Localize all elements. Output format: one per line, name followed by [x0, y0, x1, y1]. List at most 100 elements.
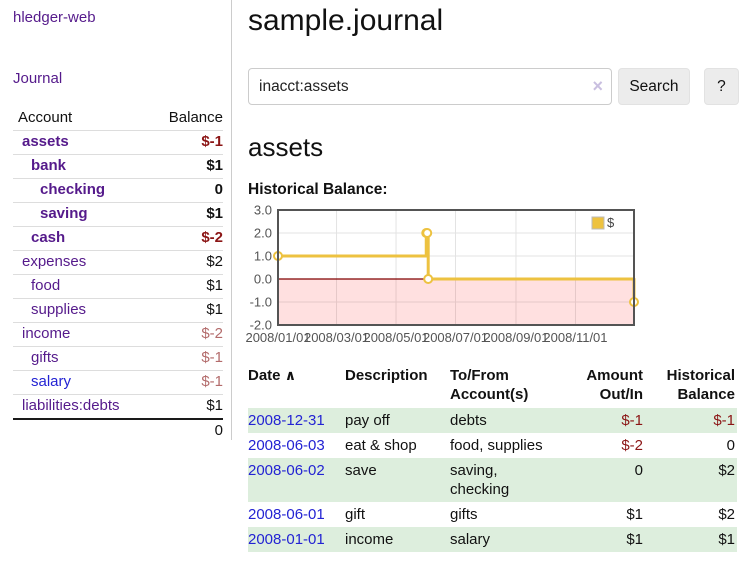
transaction-amount: 0	[560, 458, 645, 502]
transaction-description: pay off	[345, 408, 450, 433]
account-balance: $1	[148, 299, 223, 323]
help-button[interactable]: ?	[704, 68, 739, 105]
account-row: salary $-1	[13, 371, 223, 395]
account-link-cash[interactable]: cash	[31, 229, 65, 246]
svg-text:0.0: 0.0	[254, 272, 272, 287]
accounts-balance-table: Account Balance assets $-1 bank $1 checkin…	[13, 106, 223, 443]
register-row: 2008-06-01 gift gifts $1 $2	[248, 502, 737, 527]
account-link-food[interactable]: food	[31, 277, 60, 294]
account-balance: $-2	[148, 323, 223, 347]
transaction-amount: $1	[560, 502, 645, 527]
account-balance: $1	[148, 203, 223, 227]
account-row: food $1	[13, 275, 223, 299]
account-balance: $-2	[148, 227, 223, 251]
accounts-table-header: Account Balance	[13, 106, 223, 131]
amount-column-header: Amount Out/In	[560, 364, 645, 408]
svg-text:2008/11/01: 2008/11/01	[543, 330, 607, 345]
transaction-amount: $-2	[560, 433, 645, 458]
account-row: supplies $1	[13, 299, 223, 323]
account-link-checking[interactable]: checking	[40, 181, 105, 198]
account-row: expenses$2	[13, 251, 223, 275]
account-balance: $-1	[148, 371, 223, 395]
account-link-salary[interactable]: salary	[31, 373, 71, 390]
chart-heading: Historical Balance:	[248, 181, 739, 199]
description-column-header: Description	[345, 364, 450, 408]
svg-text:$: $	[607, 215, 615, 230]
register-header-row: Date ∧ Description To/From Account(s) Am…	[248, 364, 737, 408]
page-title: sample.journal	[248, 0, 739, 39]
account-balance: $-1	[148, 347, 223, 371]
transaction-balance: 0	[645, 433, 737, 458]
account-balance: $1	[148, 275, 223, 299]
register-row: 2008-12-31 pay off debts $-1 $-1	[248, 408, 737, 433]
account-link-assets[interactable]: assets	[22, 133, 69, 150]
search-button[interactable]: Search	[618, 68, 690, 105]
account-balance: $-1	[148, 131, 223, 155]
account-link-bank[interactable]: bank	[31, 157, 66, 174]
transaction-accounts: salary	[450, 527, 560, 552]
account-link-liabilities-debts[interactable]: liabilities:debts	[22, 397, 120, 414]
account-column-header: Account	[13, 106, 148, 131]
account-balance: 0	[148, 179, 223, 203]
date-column-header[interactable]: Date ∧	[248, 364, 345, 408]
register-row: 2008-06-02 save saving, checking 0 $2	[248, 458, 737, 502]
sidebar-item-journal[interactable]: Journal	[13, 70, 231, 87]
account-link-saving[interactable]: saving	[40, 205, 88, 222]
account-balance: $1	[148, 395, 223, 420]
account-heading: assets	[248, 132, 739, 162]
transaction-date-link[interactable]: 2008-06-02	[248, 462, 325, 479]
balance-column-header: Balance	[148, 106, 223, 131]
account-row: bank $1	[13, 155, 223, 179]
transaction-date-link[interactable]: 2008-12-31	[248, 412, 325, 429]
transaction-accounts: gifts	[450, 502, 560, 527]
transaction-description: gift	[345, 502, 450, 527]
search-input[interactable]	[248, 68, 612, 105]
account-link-supplies[interactable]: supplies	[31, 301, 86, 318]
transaction-description: eat & shop	[345, 433, 450, 458]
svg-text:1.0: 1.0	[254, 249, 272, 264]
account-row: gifts $-1	[13, 347, 223, 371]
svg-text:-1.0: -1.0	[250, 295, 272, 310]
svg-text:2008/09/01: 2008/09/01	[483, 330, 548, 345]
account-row: cash $-2	[13, 227, 223, 251]
account-link-income[interactable]: income	[22, 325, 70, 342]
register-table: Date ∧ Description To/From Account(s) Am…	[248, 364, 737, 552]
account-row: assets $-1	[13, 131, 223, 155]
account-row: liabilities:debts $1	[13, 395, 223, 420]
register-row: 2008-06-03 eat & shop food, supplies $-2…	[248, 433, 737, 458]
transaction-description: save	[345, 458, 450, 502]
svg-text:2.0: 2.0	[254, 226, 272, 241]
transaction-balance: $-1	[645, 408, 737, 433]
account-balance: $1	[148, 155, 223, 179]
transaction-description: income	[345, 527, 450, 552]
transaction-accounts: food, supplies	[450, 433, 560, 458]
transaction-balance: $2	[645, 458, 737, 502]
transaction-amount: $-1	[560, 408, 645, 433]
svg-text:2008/05/01: 2008/05/01	[363, 330, 428, 345]
transaction-balance: $2	[645, 502, 737, 527]
account-row: income $-2	[13, 323, 223, 347]
search-bar: × Search ?	[248, 68, 739, 105]
sort-ascending-icon: ∧	[285, 367, 296, 383]
svg-text:2008/03/01: 2008/03/01	[304, 330, 369, 345]
app-brand-link[interactable]: hledger-web	[13, 9, 231, 26]
transaction-date-link[interactable]: 2008-06-01	[248, 506, 325, 523]
total-balance: 0	[148, 419, 223, 443]
balance-column-header: Historical Balance	[645, 364, 737, 408]
svg-text:2008/01/01: 2008/01/01	[245, 330, 310, 345]
transaction-accounts: saving, checking	[450, 458, 560, 502]
account-link-expenses[interactable]: expenses	[22, 253, 86, 270]
svg-text:2008/07/01: 2008/07/01	[423, 330, 488, 345]
transaction-accounts: debts	[450, 408, 560, 433]
register-row: 2008-01-01 income salary $1 $1	[248, 527, 737, 552]
account-row: saving $1	[13, 203, 223, 227]
svg-text:3.0: 3.0	[254, 203, 272, 218]
transaction-date-link[interactable]: 2008-06-03	[248, 437, 325, 454]
account-link-gifts[interactable]: gifts	[31, 349, 59, 366]
sidebar: hledger-web Journal Account Balance asse…	[0, 0, 232, 440]
account-column-header: To/From Account(s)	[450, 364, 560, 408]
account-row: checking 0	[13, 179, 223, 203]
accounts-total-row: 0	[13, 419, 223, 443]
transaction-date-link[interactable]: 2008-01-01	[248, 531, 325, 548]
clear-search-icon[interactable]: ×	[592, 76, 603, 96]
